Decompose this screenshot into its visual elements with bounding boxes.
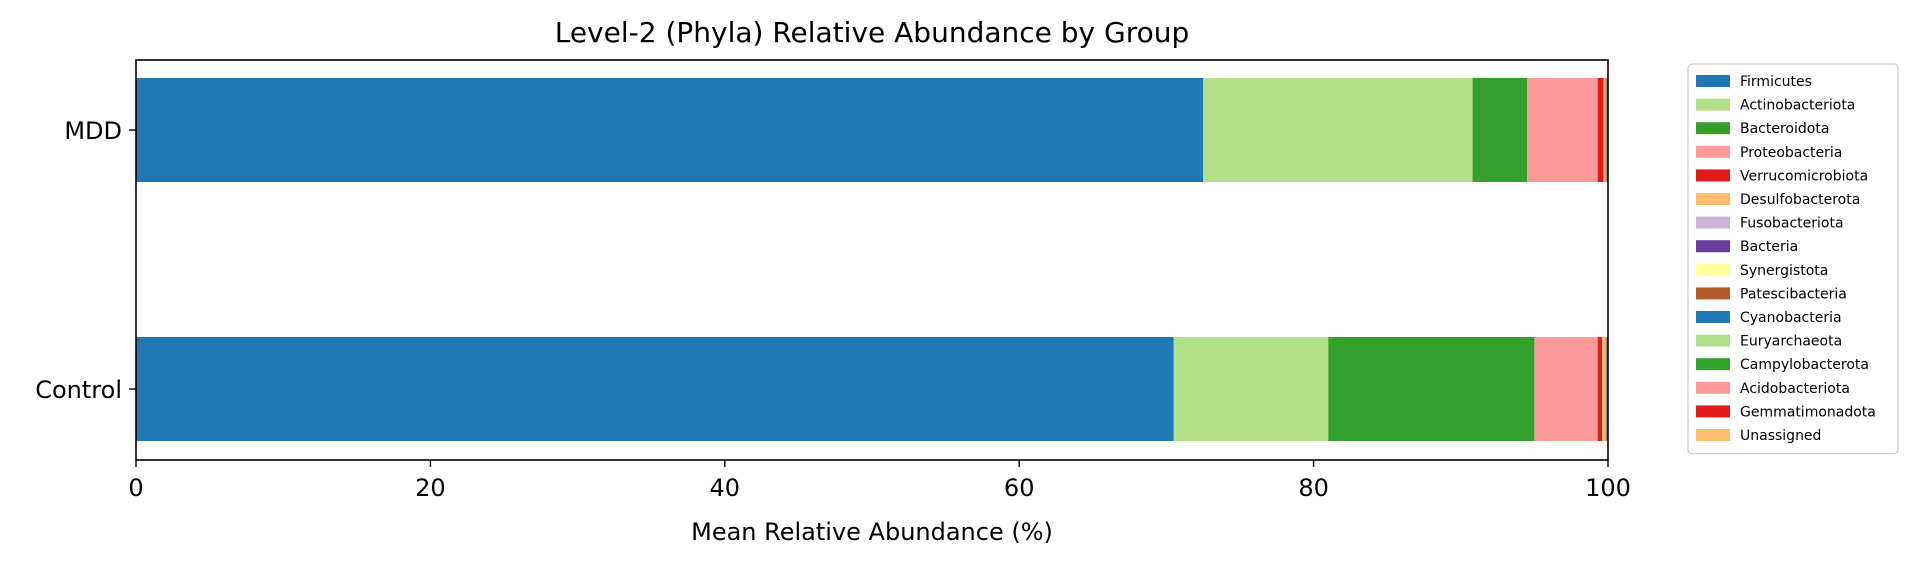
x-tick-label: 80	[1298, 474, 1329, 502]
bar-segment-mdd-desulfobacterota	[1603, 78, 1606, 182]
x-axis-label: Mean Relative Abundance (%)	[691, 518, 1053, 546]
bar-segment-mdd-bacteroidota	[1472, 78, 1528, 182]
legend-entry-label: Proteobacteria	[1740, 145, 1842, 161]
bar-segment-mdd-fusobacteriota	[1605, 78, 1606, 182]
legend-entry-label: Actinobacteriota	[1740, 98, 1855, 114]
x-tick-label: 60	[1004, 474, 1035, 502]
legend-swatch	[1696, 287, 1730, 300]
bar-segment-mdd-actinobacteriota	[1203, 78, 1473, 182]
plot-frame	[135, 59, 1609, 461]
legend-swatch	[1696, 381, 1730, 394]
y-axis: MDD Control	[35, 117, 136, 404]
legend-swatch	[1696, 429, 1730, 441]
legend-entry-label: Patescibacteria	[1740, 286, 1847, 302]
chart-title: Level-2 (Phyla) Relative Abundance by Gr…	[555, 16, 1190, 49]
legend-entry-label: Synergistota	[1740, 263, 1828, 279]
legend-swatch	[1696, 240, 1730, 253]
legend-swatch	[1696, 145, 1730, 158]
bar-segment-mdd-verrucomicrobiota	[1597, 78, 1604, 182]
bars-layer	[136, 78, 1608, 441]
legend-swatch	[1696, 193, 1730, 205]
legend: Firmicutes Actinobacteriota Bacteroidota Pr…	[1687, 63, 1899, 455]
bar-segment-control-actinobacteriota	[1173, 337, 1329, 441]
x-tick-label: 40	[710, 474, 741, 502]
legend-entry-label: Campylobacterota	[1740, 357, 1869, 373]
legend-entry-label: Bacteroidota	[1740, 121, 1829, 137]
legend-swatch	[1696, 311, 1730, 323]
bar-segment-control-fusobacteriota	[1605, 337, 1606, 441]
bar-segment-control-verrucomicrobiota	[1597, 337, 1603, 441]
legend-entry-label: Cyanobacteria	[1740, 310, 1842, 326]
bar-segment-control-firmicutes	[136, 337, 1174, 441]
legend-box	[1687, 63, 1899, 455]
legend-entry-label: Fusobacteriota	[1740, 216, 1844, 232]
legend-swatch	[1696, 169, 1730, 182]
bar-segment-mdd-firmicutes	[136, 78, 1204, 182]
x-tick-label: 0	[128, 474, 143, 502]
y-tick-label: MDD	[64, 117, 122, 145]
legend-swatch	[1696, 216, 1730, 229]
bar-segment-mdd-proteobacteria	[1527, 78, 1598, 182]
legend-entry-label: Bacteria	[1740, 239, 1798, 255]
legend-swatch	[1696, 75, 1730, 87]
legend-swatch	[1696, 263, 1730, 276]
legend-entry-label: Acidobacteriota	[1740, 381, 1850, 397]
legend-swatch	[1696, 98, 1730, 111]
y-tick-label: Control	[35, 376, 122, 404]
x-tick-label: 20	[415, 474, 446, 502]
bar-segment-control-bacteroidota	[1328, 337, 1535, 441]
legend-swatch	[1696, 122, 1730, 135]
legend-swatch	[1696, 358, 1730, 371]
bar-segment-control-bacteria	[1605, 337, 1607, 441]
legend-entry-label: Firmicutes	[1740, 74, 1812, 90]
bar-segment-control-proteobacteria	[1534, 337, 1598, 441]
legend-entry-label: Unassigned	[1740, 428, 1821, 444]
legend-entry-label: Verrucomicrobiota	[1740, 168, 1868, 184]
bar-segment-control-desulfobacterota	[1602, 337, 1606, 441]
legend-swatch	[1696, 405, 1730, 418]
legend-entry-label: Desulfobacterota	[1740, 192, 1860, 208]
legend-entry-label: Gemmatimonadota	[1740, 404, 1876, 420]
x-axis: 0 20 40 60 80 100	[128, 460, 1631, 502]
legend-swatch	[1696, 334, 1730, 347]
bar-segment-mdd-bacteria	[1605, 78, 1607, 182]
x-tick-label: 100	[1585, 474, 1631, 502]
legend-entry-label: Euryarchaeota	[1740, 334, 1842, 350]
